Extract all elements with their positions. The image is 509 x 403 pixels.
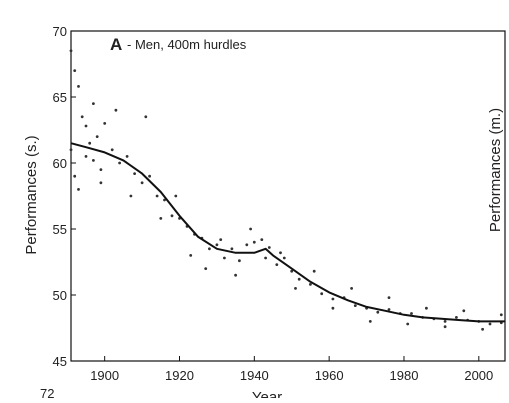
data-point bbox=[425, 306, 428, 310]
data-point bbox=[297, 277, 301, 281]
data-point bbox=[406, 322, 410, 326]
data-point bbox=[118, 161, 121, 165]
data-point bbox=[294, 287, 297, 290]
data-point bbox=[133, 172, 137, 176]
y-tick-label: 45 bbox=[53, 354, 67, 369]
data-point bbox=[275, 263, 279, 266]
data-point bbox=[350, 287, 353, 290]
x-tick-label: 1940 bbox=[240, 368, 269, 383]
x-tick-label: 1980 bbox=[390, 368, 419, 383]
data-point bbox=[387, 296, 391, 299]
data-point bbox=[245, 243, 249, 247]
data-point bbox=[189, 254, 193, 257]
data-point bbox=[462, 309, 466, 313]
data-point bbox=[230, 247, 234, 251]
data-point bbox=[312, 269, 316, 273]
data-point bbox=[252, 240, 256, 244]
data-point bbox=[267, 246, 271, 249]
data-point bbox=[99, 168, 103, 172]
data-point bbox=[170, 214, 174, 218]
data-point bbox=[95, 135, 99, 139]
data-point bbox=[155, 194, 159, 198]
data-point bbox=[69, 148, 73, 152]
data-point bbox=[320, 292, 324, 296]
data-point bbox=[73, 174, 77, 178]
data-point bbox=[309, 283, 312, 286]
fit-curve bbox=[70, 142, 505, 323]
data-point bbox=[368, 320, 372, 323]
data-point bbox=[264, 256, 267, 260]
data-point bbox=[110, 148, 114, 152]
data-point bbox=[481, 327, 484, 331]
data-point bbox=[84, 155, 88, 158]
x-tick-label: 1920 bbox=[165, 368, 194, 383]
data-point bbox=[223, 256, 226, 260]
x-tick-label: 1900 bbox=[90, 368, 119, 383]
y-tick-label: 65 bbox=[53, 90, 67, 105]
data-point bbox=[103, 122, 107, 125]
x-axis-label: Year bbox=[252, 389, 282, 398]
data-point bbox=[77, 85, 80, 88]
data-point bbox=[443, 320, 447, 323]
data-point bbox=[114, 108, 118, 112]
x-tick-label: 1960 bbox=[315, 368, 344, 383]
data-point bbox=[92, 102, 95, 105]
data-point bbox=[80, 115, 84, 119]
data-point bbox=[331, 306, 335, 310]
data-point bbox=[204, 267, 208, 270]
data-point bbox=[159, 217, 163, 220]
data-point bbox=[443, 325, 447, 329]
plot-frame bbox=[70, 30, 506, 362]
data-point bbox=[148, 174, 152, 178]
data-point bbox=[215, 243, 219, 247]
data-point bbox=[144, 115, 148, 119]
data-point bbox=[260, 238, 264, 242]
data-point bbox=[77, 188, 80, 191]
data-point bbox=[219, 238, 223, 242]
data-point bbox=[249, 227, 253, 231]
data-point bbox=[84, 124, 88, 128]
data-point bbox=[129, 194, 133, 198]
data-point bbox=[208, 247, 211, 251]
data-point bbox=[140, 181, 144, 185]
data-point bbox=[125, 155, 129, 158]
data-point bbox=[88, 141, 92, 145]
fit-curve-group bbox=[70, 142, 505, 323]
data-point bbox=[331, 297, 335, 301]
data-point bbox=[455, 316, 458, 319]
panel-letter: A bbox=[110, 35, 122, 54]
data-point bbox=[279, 251, 282, 255]
data-point bbox=[73, 69, 77, 72]
data-point bbox=[282, 256, 286, 260]
data-point bbox=[376, 310, 380, 314]
y-tick-label: 55 bbox=[53, 222, 67, 237]
y-axis-label-left: Performances (s.) bbox=[23, 135, 40, 254]
data-point bbox=[238, 259, 241, 263]
data-points bbox=[69, 49, 503, 331]
next-panel-tick: 72 bbox=[40, 386, 54, 398]
y-tick-label: 50 bbox=[53, 288, 67, 303]
data-point bbox=[488, 322, 492, 326]
data-point bbox=[387, 308, 391, 311]
y-tick-label: 60 bbox=[53, 156, 67, 171]
data-point bbox=[234, 273, 238, 277]
data-point bbox=[69, 49, 73, 53]
axis-ticks: 1900 1920 1940 1960 1980 2000 45 50 55 60 65 70 bbox=[53, 24, 494, 383]
data-point bbox=[499, 313, 503, 317]
data-point bbox=[353, 304, 357, 307]
x-tick-label: 2000 bbox=[464, 368, 493, 383]
data-point bbox=[290, 269, 294, 273]
panel-title: - Men, 400m hurdles bbox=[127, 37, 247, 52]
y-tick-label: 70 bbox=[53, 24, 67, 39]
y-axis-label-right: Performances (m.) bbox=[487, 108, 504, 232]
data-point bbox=[410, 312, 413, 315]
data-point bbox=[163, 198, 166, 202]
data-point bbox=[174, 194, 178, 198]
data-point bbox=[92, 159, 95, 162]
data-point bbox=[99, 181, 103, 185]
